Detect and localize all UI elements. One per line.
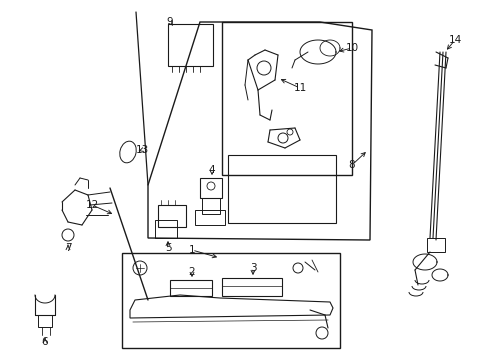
Text: 10: 10 (345, 43, 358, 53)
Bar (168, 24, 213, 66)
Text: 13: 13 (135, 145, 148, 155)
Text: 7: 7 (64, 243, 71, 253)
Text: 14: 14 (447, 35, 461, 45)
Bar (222, 22, 351, 175)
Text: 6: 6 (41, 337, 48, 347)
Bar (155, 220, 177, 238)
Bar (122, 253, 339, 348)
Bar (195, 210, 224, 225)
Text: 12: 12 (85, 200, 99, 210)
Text: 4: 4 (208, 165, 215, 175)
Text: 5: 5 (164, 243, 171, 253)
Bar (38, 315, 52, 327)
Bar (170, 280, 212, 296)
Bar (426, 238, 444, 252)
Text: 3: 3 (249, 263, 256, 273)
Text: 1: 1 (188, 245, 195, 255)
Text: 2: 2 (188, 267, 195, 277)
Text: 11: 11 (293, 83, 306, 93)
Text: 9: 9 (166, 17, 173, 27)
Bar (158, 205, 185, 227)
Bar (227, 155, 335, 223)
Bar (222, 278, 282, 296)
Bar (202, 198, 220, 214)
Text: 8: 8 (348, 160, 355, 170)
Bar (200, 178, 222, 198)
